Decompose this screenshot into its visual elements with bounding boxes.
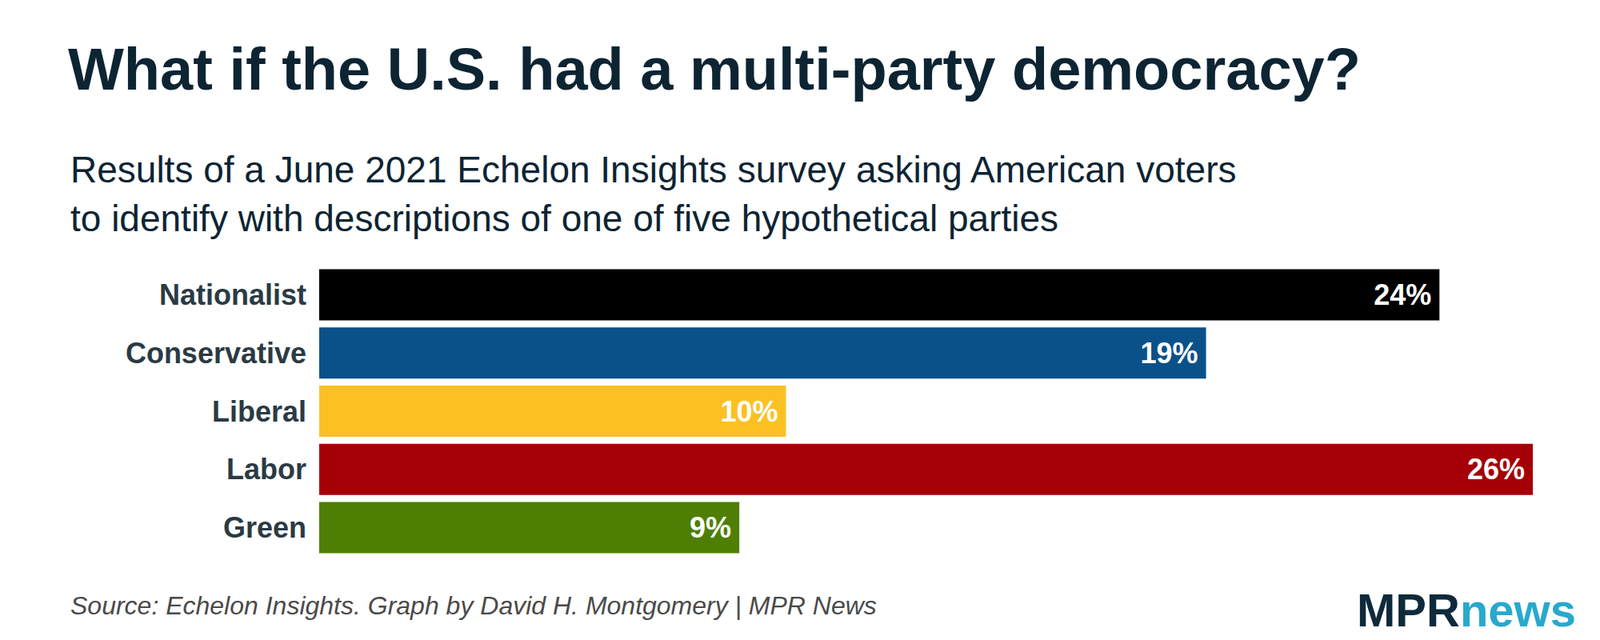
svg-text:19%: 19% — [1140, 336, 1199, 370]
svg-text:Source: Echelon Insights. Grap: Source: Echelon Insights. Graph by David… — [70, 591, 877, 620]
svg-text:26%: 26% — [1467, 452, 1525, 486]
svg-text:to identify with descriptions: to identify with descriptions of one of … — [70, 197, 1059, 240]
svg-text:Labor: Labor — [226, 452, 307, 486]
svg-text:Green: Green — [223, 511, 307, 544]
svg-text:Conservative: Conservative — [125, 336, 307, 370]
svg-text:MPR: MPR — [1356, 584, 1460, 636]
svg-text:Nationalist: Nationalist — [159, 278, 307, 312]
svg-text:10%: 10% — [720, 395, 778, 428]
svg-text:Liberal: Liberal — [212, 395, 307, 428]
svg-text:24%: 24% — [1373, 278, 1432, 312]
svg-text:9%: 9% — [689, 511, 732, 544]
svg-text:Results of a June 2021 Echelon: Results of a June 2021 Echelon Insights … — [70, 148, 1236, 191]
svg-text:news: news — [1460, 584, 1576, 636]
svg-text:What if the U.S. had a multi-p: What if the U.S. had a multi-party democ… — [68, 36, 1361, 103]
